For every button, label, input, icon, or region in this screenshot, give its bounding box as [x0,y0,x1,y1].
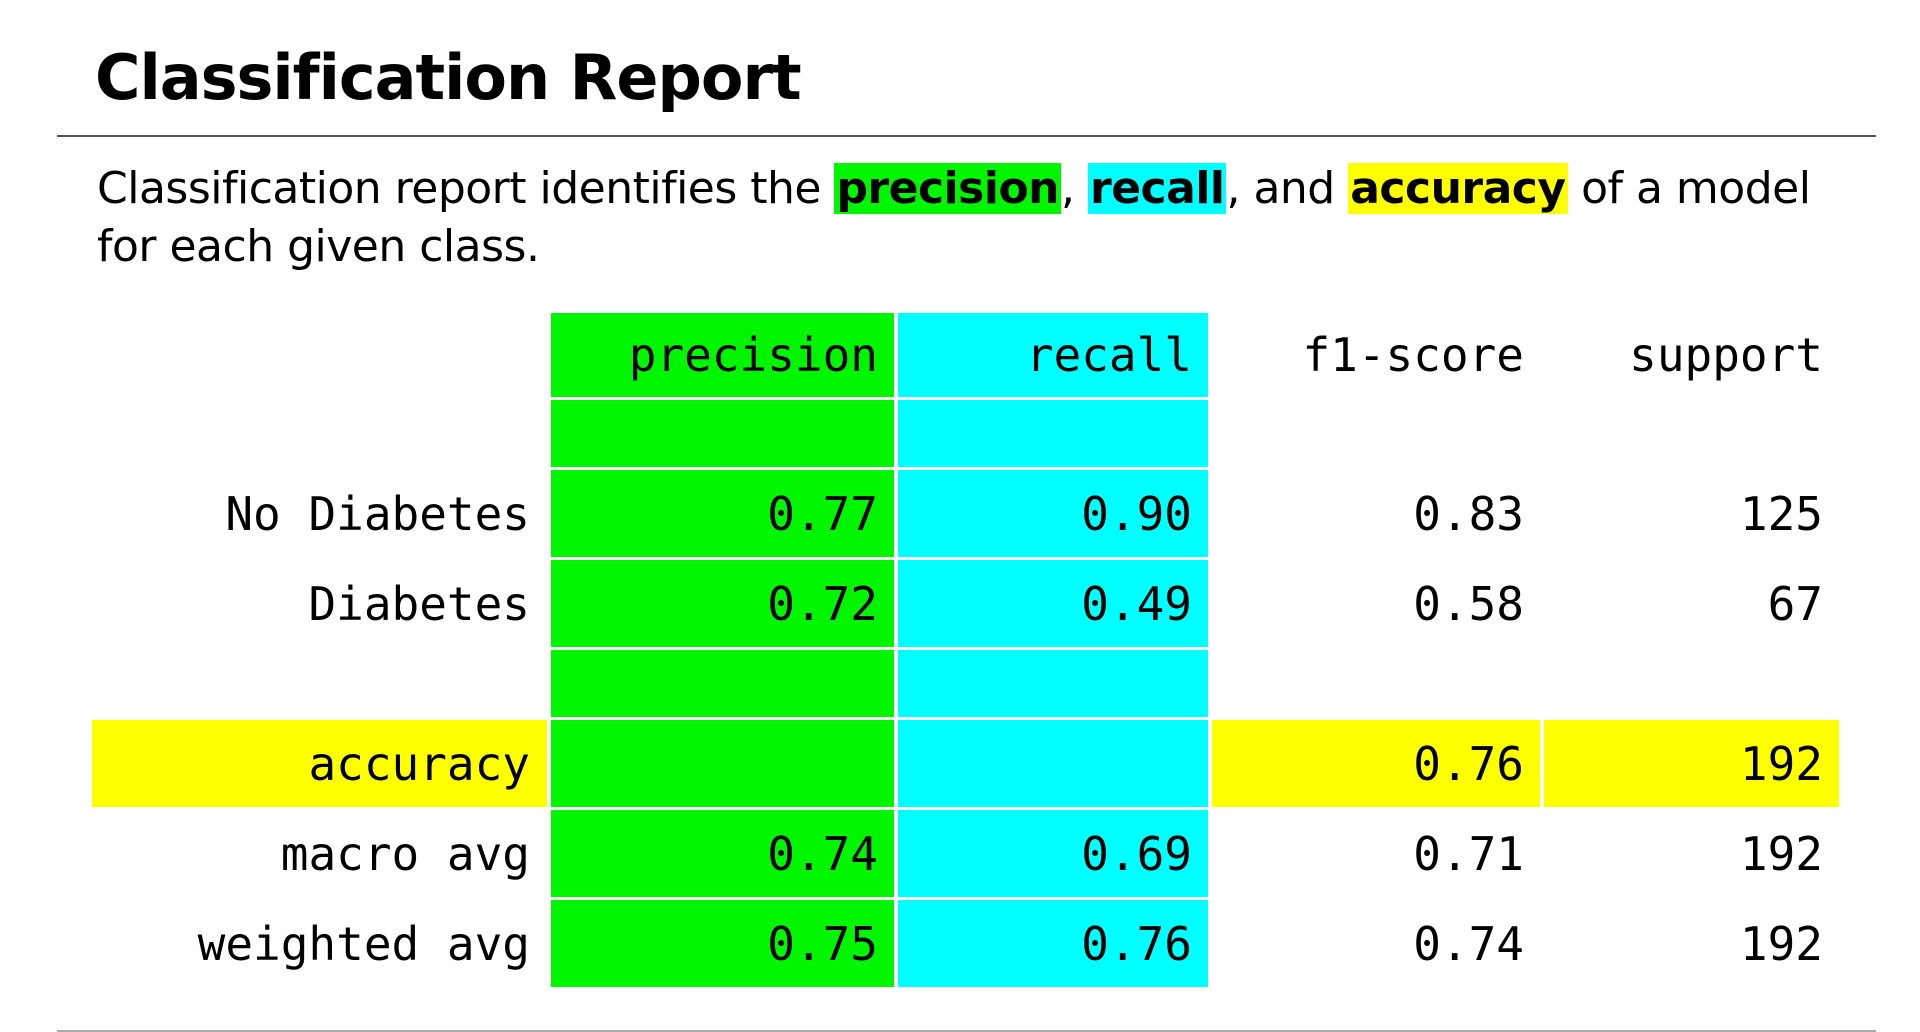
description-text-1: Classification report identifies the [97,163,835,214]
recall-spacer-cell [898,650,1208,717]
row-label-macro-avg: macro avg [280,826,530,881]
bottom-divider [57,1030,1876,1032]
title-divider [57,135,1876,137]
description-text-2: of a model for each given class. [97,163,1811,272]
no-diabetes-f1: 0.83 [1413,486,1524,541]
accuracy-f1: 0.76 [1212,720,1540,807]
diabetes-recall: 0.49 [898,560,1208,647]
description-sep-1: , [1061,163,1088,214]
precision-spacer-cell [551,650,894,717]
weighted-avg-support: 192 [1739,916,1823,971]
macro-avg-recall: 0.69 [898,810,1208,897]
no-diabetes-precision: 0.77 [551,470,894,557]
weighted-avg-precision: 0.75 [551,900,894,987]
description-sep-2: , and [1226,163,1349,214]
accuracy-precision [551,720,894,807]
header-support: support [1629,328,1823,382]
diabetes-support: 67 [1767,576,1823,631]
macro-avg-f1: 0.71 [1413,826,1524,881]
accuracy-support: 192 [1544,720,1839,807]
accuracy-recall [898,720,1208,807]
page-title: Classification Report [95,41,802,114]
no-diabetes-support: 125 [1739,486,1823,541]
precision-highlight: precision [834,163,1062,214]
row-label-weighted-avg: weighted avg [197,916,530,971]
diabetes-f1: 0.58 [1413,576,1524,631]
header-f1-score: f1-score [1302,328,1524,382]
diabetes-precision: 0.72 [551,560,894,647]
description: Classification report identifies the pre… [97,160,1857,276]
weighted-avg-f1: 0.74 [1413,916,1524,971]
row-label-no-diabetes: No Diabetes [225,486,530,541]
accuracy-highlight: accuracy [1348,163,1568,214]
header-precision: precision [551,313,894,397]
macro-avg-precision: 0.74 [551,810,894,897]
row-label-diabetes: Diabetes [308,576,530,631]
header-recall: recall [898,313,1208,397]
precision-spacer-cell [551,400,894,467]
recall-spacer-cell [898,400,1208,467]
row-label-accuracy: accuracy [92,720,547,807]
weighted-avg-recall: 0.76 [898,900,1208,987]
no-diabetes-recall: 0.90 [898,470,1208,557]
recall-highlight: recall [1088,163,1227,214]
macro-avg-support: 192 [1739,826,1823,881]
